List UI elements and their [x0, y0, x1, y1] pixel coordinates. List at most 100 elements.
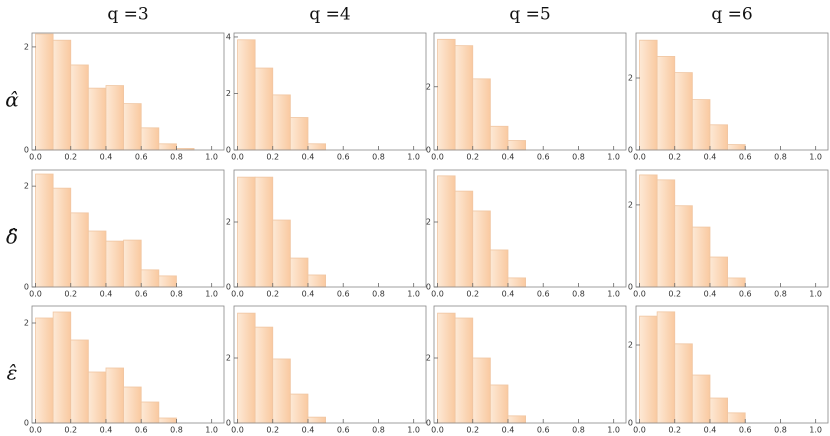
- x-tick-label: 0.6: [135, 290, 148, 299]
- bar: [709, 397, 728, 424]
- x-tick-label: 0.0: [29, 426, 42, 435]
- y-tick-label: 0: [426, 146, 431, 155]
- bar: [727, 277, 746, 288]
- row-label: α̂: [5, 88, 19, 112]
- plot-frame: [233, 32, 427, 151]
- x-tick-label: 1.0: [407, 153, 420, 162]
- y-tick-label: 2: [24, 42, 29, 51]
- x-tick-label: 1.0: [407, 290, 420, 299]
- bar: [105, 367, 124, 424]
- bar: [70, 64, 89, 151]
- x-tick-label: 0.6: [135, 153, 148, 162]
- plot-frame: [31, 305, 225, 424]
- x-tick-label: 0.4: [100, 290, 113, 299]
- x-tick-label: 0.8: [372, 290, 385, 299]
- plot-frame: [31, 32, 225, 151]
- x-tick-label: 0.6: [739, 153, 752, 162]
- bar: [639, 174, 658, 288]
- row-label: ε̂: [7, 361, 18, 385]
- x-tick-label: 0.8: [372, 426, 385, 435]
- column-title: q =6: [711, 5, 752, 25]
- x-tick-label: 0.6: [537, 153, 550, 162]
- column-title: q =3: [107, 5, 148, 25]
- bar: [437, 38, 456, 151]
- x-tick-label: 0.6: [537, 290, 550, 299]
- x-tick-label: 0.8: [170, 290, 183, 299]
- y-tick-label: 0: [226, 419, 231, 428]
- bar: [289, 117, 309, 151]
- y-tick-label: 0: [426, 283, 431, 292]
- bar: [691, 374, 711, 424]
- x-tick-label: 0.4: [704, 153, 717, 162]
- column-title: q =4: [309, 5, 350, 25]
- x-tick-label: 0.8: [572, 153, 585, 162]
- plot-frame: [433, 169, 627, 288]
- x-tick-label: 0.8: [170, 426, 183, 435]
- x-tick-label: 0.0: [231, 426, 244, 435]
- y-tick-label: 0: [24, 419, 29, 428]
- bar: [507, 415, 526, 424]
- x-tick-label: 0.2: [466, 426, 479, 435]
- x-tick-label: 0.8: [170, 153, 183, 162]
- bar: [472, 357, 491, 424]
- x-tick-label: 0.6: [135, 426, 148, 435]
- bar: [87, 371, 107, 424]
- bar: [123, 386, 142, 424]
- bar: [35, 173, 54, 288]
- bar: [289, 393, 309, 424]
- x-tick-label: 0.6: [739, 290, 752, 299]
- bar: [656, 179, 676, 288]
- bar: [489, 384, 509, 424]
- bar: [35, 317, 54, 424]
- bar: [105, 240, 124, 288]
- bar: [507, 140, 526, 151]
- x-tick-label: 0.2: [64, 153, 77, 162]
- bar: [489, 125, 509, 151]
- bar: [709, 256, 728, 288]
- x-tick-label: 0.2: [64, 426, 77, 435]
- x-tick-label: 0.0: [431, 426, 444, 435]
- bar: [691, 226, 711, 288]
- x-tick-label: 0.4: [502, 290, 515, 299]
- x-tick-label: 0.4: [302, 426, 315, 435]
- y-tick-label: 2: [628, 200, 633, 209]
- bar: [472, 210, 491, 288]
- x-tick-label: 1.0: [809, 153, 822, 162]
- bar: [307, 416, 326, 424]
- x-tick-label: 0.0: [633, 153, 646, 162]
- x-tick-label: 0.0: [231, 290, 244, 299]
- plot-frame: [433, 305, 627, 424]
- bar: [709, 124, 728, 151]
- x-tick-label: 0.4: [704, 426, 717, 435]
- bar: [237, 176, 256, 288]
- x-tick-label: 0.6: [739, 426, 752, 435]
- plot-frame: [635, 32, 829, 151]
- x-tick-label: 0.0: [29, 153, 42, 162]
- bar: [87, 87, 107, 151]
- x-tick-label: 1.0: [407, 426, 420, 435]
- x-tick-label: 0.8: [774, 426, 787, 435]
- x-tick-label: 0.2: [668, 426, 681, 435]
- y-tick-label: 2: [24, 319, 29, 328]
- x-tick-label: 0.0: [231, 153, 244, 162]
- bar: [437, 175, 456, 288]
- y-tick-label: 2: [226, 218, 231, 227]
- bar: [52, 311, 72, 424]
- bar: [158, 275, 177, 288]
- bar: [507, 277, 526, 288]
- bar: [727, 412, 746, 424]
- bar: [489, 249, 509, 288]
- bar: [454, 317, 474, 424]
- bar: [639, 315, 658, 424]
- bar: [254, 326, 274, 424]
- bar: [674, 343, 693, 424]
- y-tick-label: 2: [226, 354, 231, 363]
- x-tick-label: 0.8: [572, 426, 585, 435]
- plot-frame: [233, 305, 427, 424]
- bar: [158, 417, 177, 424]
- y-tick-label: 0: [628, 283, 633, 292]
- y-tick-label: 2: [628, 341, 633, 350]
- bar: [691, 99, 711, 151]
- x-tick-label: 0.4: [302, 153, 315, 162]
- x-tick-label: 0.0: [633, 290, 646, 299]
